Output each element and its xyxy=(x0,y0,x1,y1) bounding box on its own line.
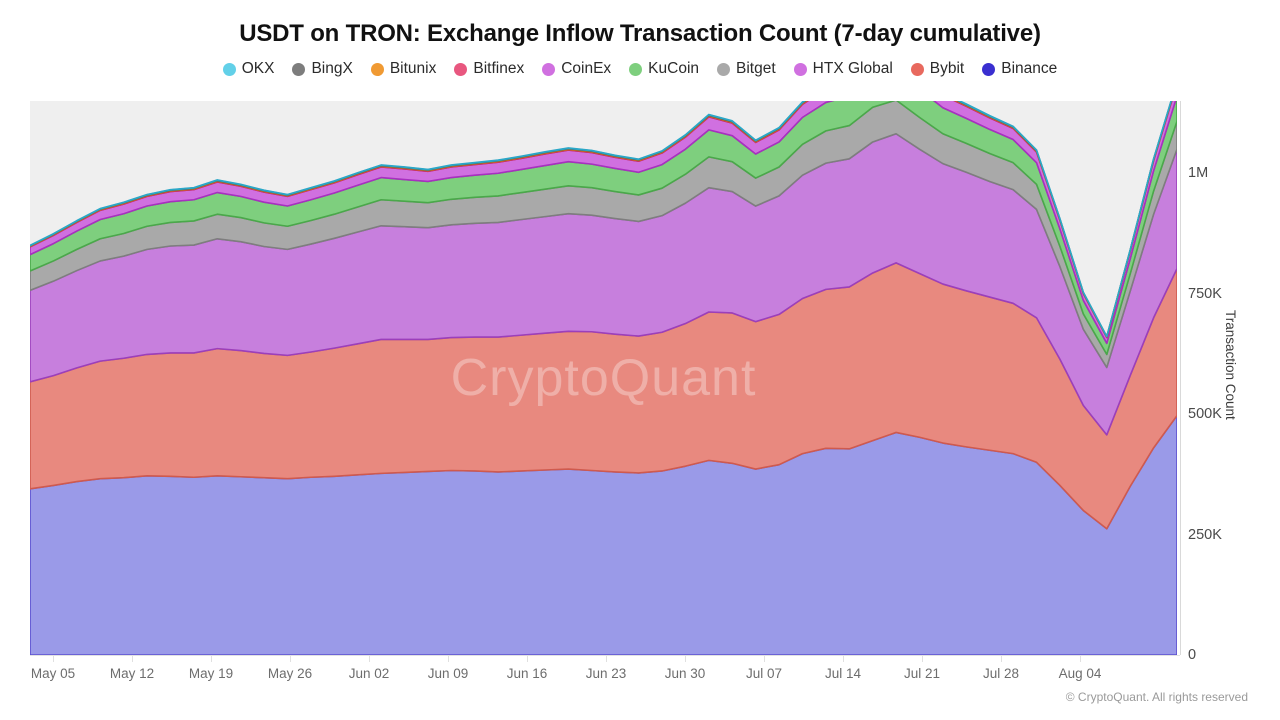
legend-item-label: BingX xyxy=(311,60,353,77)
x-axis-tick-mark xyxy=(369,656,370,662)
legend-item-label: HTX Global xyxy=(812,60,893,77)
stacked-area-chart xyxy=(30,101,1177,655)
legend-item-label: Bitunix xyxy=(389,60,437,77)
x-axis-tick-label: Jul 21 xyxy=(903,666,941,681)
page-title: USDT on TRON: Exchange Inflow Transactio… xyxy=(239,20,1041,47)
x-axis-tick-mark xyxy=(448,656,449,662)
legend-item-label: Binance xyxy=(1001,60,1058,77)
plot-area: CryptoQuant xyxy=(30,101,1177,655)
legend-item-label: Bybit xyxy=(929,60,965,77)
chart-legend: OKX BingX Bitunix Bitfinex CoinEx KuCoin Bitge… xyxy=(0,60,1280,78)
x-axis-tick-label: May 26 xyxy=(267,666,313,681)
x-axis-tick-mark xyxy=(843,656,844,662)
x-axis-tick-label: Jun 30 xyxy=(664,666,706,681)
y-axis-tick-label: 1M xyxy=(1188,165,1209,182)
y-axis-tick-label: 0 xyxy=(1188,647,1197,663)
legend-swatch-icon xyxy=(222,62,236,76)
x-axis-tick-mark xyxy=(606,656,607,662)
legend-item-bitget[interactable]: Bitget xyxy=(717,60,776,78)
legend-item-binance[interactable]: Binance xyxy=(982,60,1057,78)
x-axis-tick-label: May 19 xyxy=(188,666,234,681)
legend-swatch-icon xyxy=(454,62,468,76)
area-series-okx xyxy=(30,101,1177,337)
legend-swatch-icon xyxy=(793,62,807,76)
legend-item-bingx[interactable]: BingX xyxy=(292,60,353,78)
x-axis-tick-label: Jul 07 xyxy=(745,666,783,681)
x-axis-tick-mark xyxy=(922,656,923,662)
y-axis-title: Transaction Count xyxy=(1223,310,1238,420)
legend-swatch-icon xyxy=(982,62,996,76)
legend-item-bybit[interactable]: Bybit xyxy=(910,60,965,78)
y-axis-tick-label: 750K xyxy=(1188,285,1222,302)
x-axis-tick-mark xyxy=(527,656,528,662)
legend-swatch-icon xyxy=(542,62,556,76)
legend-item-htx-global[interactable]: HTX Global xyxy=(793,60,893,78)
x-axis-tick-mark xyxy=(764,656,765,662)
x-axis-tick-mark xyxy=(1001,656,1002,662)
x-axis-tick-label: Jul 14 xyxy=(824,666,862,681)
x-axis-line xyxy=(30,655,1180,656)
x-axis-tick-mark xyxy=(685,656,686,662)
legend-item-bitfinex[interactable]: Bitfinex xyxy=(454,60,524,78)
legend-item-label: Bitget xyxy=(736,60,776,77)
copyright-notice: © CryptoQuant. All rights reserved xyxy=(1065,690,1248,704)
legend-item-label: CoinEx xyxy=(561,60,612,77)
y-axis-line xyxy=(1180,101,1181,655)
legend-item-kucoin[interactable]: KuCoin xyxy=(629,60,699,78)
x-axis-tick-mark xyxy=(1080,656,1081,662)
y-axis-tick-label: 250K xyxy=(1188,526,1222,543)
x-axis-tick-label: May 05 xyxy=(30,666,76,681)
x-axis-tick-label: May 12 xyxy=(109,666,155,681)
legend-item-label: Bitfinex xyxy=(473,60,525,77)
legend-swatch-icon xyxy=(629,62,643,76)
legend-swatch-icon xyxy=(910,62,924,76)
legend-item-label: OKX xyxy=(241,60,275,77)
x-axis-tick-label: Jun 02 xyxy=(348,666,390,681)
x-axis-tick-label: Jun 09 xyxy=(427,666,469,681)
x-axis-tick-label: Jun 16 xyxy=(506,666,548,681)
x-axis-tick-mark xyxy=(290,656,291,662)
legend-swatch-icon xyxy=(370,62,384,76)
legend-swatch-icon xyxy=(292,62,306,76)
x-axis-tick-mark xyxy=(132,656,133,662)
legend-item-okx[interactable]: OKX xyxy=(222,60,275,78)
x-axis-tick-mark xyxy=(53,656,54,662)
y-axis-tick-label: 500K xyxy=(1188,406,1222,423)
x-axis-tick-label: Aug 04 xyxy=(1058,666,1102,681)
x-axis-tick-label: Jun 23 xyxy=(585,666,627,681)
legend-item-label: KuCoin xyxy=(648,60,700,77)
legend-item-bitunix[interactable]: Bitunix xyxy=(370,60,437,78)
x-axis-tick-label: Jul 28 xyxy=(982,666,1020,681)
legend-item-coinex[interactable]: CoinEx xyxy=(542,60,611,78)
legend-swatch-icon xyxy=(717,62,731,76)
x-axis-tick-mark xyxy=(211,656,212,662)
